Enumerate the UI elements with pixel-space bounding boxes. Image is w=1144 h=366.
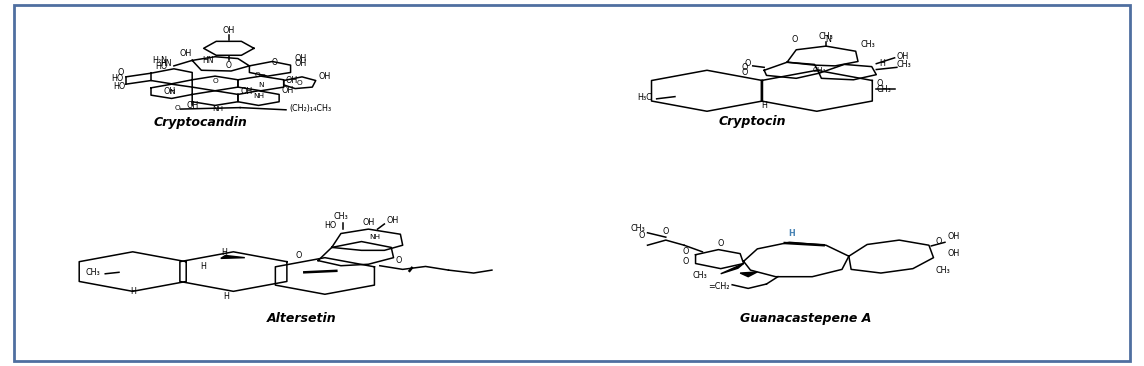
- Text: CH₃: CH₃: [692, 271, 707, 280]
- Text: O: O: [717, 239, 724, 248]
- Text: Cryptocandin: Cryptocandin: [153, 116, 247, 130]
- Text: O: O: [396, 256, 403, 265]
- Polygon shape: [740, 272, 757, 277]
- Text: O: O: [638, 231, 645, 240]
- Text: NH: NH: [212, 106, 223, 112]
- Text: H: H: [223, 292, 230, 301]
- Text: HO: HO: [324, 221, 336, 229]
- Text: CH₃: CH₃: [334, 212, 348, 221]
- Text: OH: OH: [897, 52, 909, 60]
- Text: O: O: [741, 68, 748, 76]
- Text: HN: HN: [202, 56, 214, 65]
- Text: H: H: [880, 59, 885, 68]
- Text: H: H: [788, 229, 795, 238]
- Text: O: O: [792, 35, 799, 44]
- Text: O: O: [682, 257, 689, 266]
- Text: H₂N: H₂N: [152, 56, 167, 65]
- Text: O: O: [174, 105, 181, 111]
- Text: CH₃: CH₃: [812, 67, 826, 74]
- Text: OH: OH: [164, 87, 176, 96]
- Text: Altersetin: Altersetin: [268, 312, 336, 325]
- Text: OH: OH: [223, 26, 235, 35]
- Text: N: N: [259, 82, 263, 88]
- Text: HO: HO: [113, 82, 126, 90]
- Text: CH₃: CH₃: [936, 266, 951, 275]
- Text: OH: OH: [947, 232, 960, 240]
- Text: OH: OH: [186, 101, 198, 110]
- Text: OH: OH: [281, 86, 294, 95]
- Text: NH: NH: [253, 93, 264, 99]
- Text: O: O: [741, 63, 748, 71]
- Text: OH: OH: [363, 218, 374, 227]
- Text: HN: HN: [160, 59, 172, 68]
- Text: CH₃: CH₃: [86, 268, 101, 277]
- Text: O: O: [271, 58, 278, 67]
- Text: HO: HO: [111, 74, 124, 82]
- Text: O=: O=: [255, 72, 267, 78]
- Text: N: N: [825, 35, 832, 44]
- Text: Cryptocin: Cryptocin: [718, 115, 787, 128]
- Text: OH: OH: [294, 54, 307, 63]
- Polygon shape: [221, 255, 245, 258]
- Text: CH₃: CH₃: [819, 32, 833, 41]
- Text: OH: OH: [286, 76, 299, 85]
- Text: HO: HO: [154, 62, 167, 71]
- Text: CH₃: CH₃: [630, 224, 645, 233]
- Text: CH₃: CH₃: [860, 40, 875, 49]
- Text: O: O: [117, 68, 124, 77]
- Text: O: O: [682, 247, 689, 256]
- Text: OH: OH: [294, 59, 307, 68]
- Text: O: O: [662, 227, 669, 236]
- Text: O: O: [212, 78, 219, 85]
- Text: OH: OH: [240, 87, 253, 96]
- Text: O: O: [295, 251, 302, 259]
- Text: O: O: [876, 79, 883, 88]
- Text: H: H: [221, 248, 228, 257]
- Text: H: H: [200, 262, 207, 270]
- Polygon shape: [721, 264, 744, 274]
- Text: =CH₂: =CH₂: [708, 282, 730, 291]
- Text: OH: OH: [180, 49, 192, 58]
- Text: O: O: [744, 59, 750, 68]
- Text: Guanacastepene A: Guanacastepene A: [740, 312, 871, 325]
- Text: OH: OH: [318, 72, 331, 81]
- Text: N: N: [169, 89, 174, 96]
- Text: CH₃: CH₃: [876, 85, 891, 93]
- Text: CH₃: CH₃: [897, 60, 912, 69]
- Text: H: H: [761, 101, 768, 109]
- Text: H: H: [129, 287, 136, 295]
- Text: OH: OH: [947, 249, 960, 258]
- Text: O: O: [225, 61, 232, 70]
- Text: (CH₂)₁₄CH₃: (CH₂)₁₄CH₃: [289, 104, 332, 112]
- Text: O: O: [936, 237, 943, 246]
- FancyBboxPatch shape: [14, 5, 1130, 361]
- Text: OH: OH: [387, 216, 399, 225]
- Text: H₃C: H₃C: [637, 93, 652, 102]
- Text: O: O: [296, 80, 303, 86]
- Text: NH: NH: [370, 234, 381, 240]
